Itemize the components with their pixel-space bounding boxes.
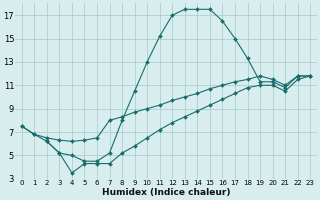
X-axis label: Humidex (Indice chaleur): Humidex (Indice chaleur)	[102, 188, 230, 197]
